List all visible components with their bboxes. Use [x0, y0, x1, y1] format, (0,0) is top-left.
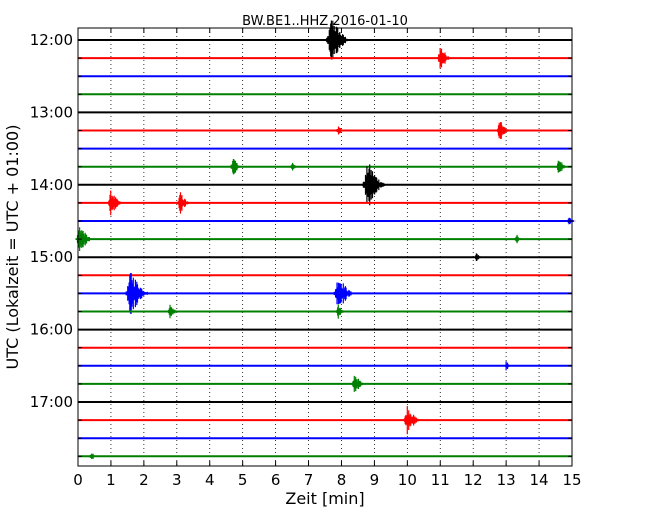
x-axis-label: Zeit [min] — [285, 489, 364, 508]
x-tick-label: 10 — [398, 471, 417, 489]
event-burst — [176, 192, 192, 214]
x-tick-label: 3 — [172, 471, 182, 489]
x-tick-label: 8 — [337, 471, 347, 489]
x-tick-label: 14 — [530, 471, 549, 489]
y-tick-label: 15:00 — [30, 248, 73, 266]
x-tick-label: 11 — [431, 471, 450, 489]
event-burst — [324, 20, 354, 60]
event-burst — [555, 160, 569, 173]
y-axis: 12:00 13:00 14:00 15:00 16:00 17:00 — [30, 31, 572, 457]
y-tick-label: 13:00 — [30, 103, 73, 121]
x-tick-label: 9 — [370, 471, 380, 489]
y-tick-label: 17:00 — [30, 393, 73, 411]
event-burst — [360, 164, 390, 206]
chart-title: BW.BE1..HHZ 2016-01-10 — [242, 14, 408, 29]
x-tick-label: 5 — [238, 471, 248, 489]
x-axis: 0 1 2 3 4 5 6 7 8 9 10 11 12 13 14 15 — [73, 28, 582, 489]
y-axis-label: UTC (Lokalzeit = UTC + 01:00) — [3, 125, 22, 370]
x-tick-label: 4 — [205, 471, 215, 489]
x-tick-label: 7 — [304, 471, 314, 489]
event-burst — [495, 122, 511, 139]
event-burst — [474, 253, 483, 261]
trace-group — [74, 20, 576, 459]
event-burst — [402, 406, 422, 435]
x-tick-label: 0 — [73, 471, 83, 489]
event-burst — [335, 304, 347, 319]
event-burst — [350, 375, 366, 392]
event-burst — [436, 48, 454, 69]
event-burst — [106, 190, 124, 216]
event-burst — [289, 162, 299, 171]
x-tick-label: 15 — [562, 471, 581, 489]
y-tick-label: 14:00 — [30, 176, 73, 194]
x-tick-label: 1 — [106, 471, 116, 489]
event-burst — [504, 361, 513, 371]
event-burst — [123, 273, 153, 314]
x-tick-label: 6 — [271, 471, 281, 489]
event-burst — [229, 159, 244, 175]
x-tick-label: 13 — [497, 471, 516, 489]
x-tick-label: 12 — [464, 471, 483, 489]
y-tick-label: 12:00 — [30, 31, 73, 49]
event-burst — [513, 234, 524, 244]
event-burst — [332, 282, 357, 305]
plot-frame — [77, 27, 573, 467]
x-tick-label: 2 — [139, 471, 149, 489]
event-burst — [167, 304, 179, 319]
y-tick-label: 16:00 — [30, 321, 73, 339]
event-burst — [335, 126, 346, 135]
event-burst — [89, 453, 98, 459]
